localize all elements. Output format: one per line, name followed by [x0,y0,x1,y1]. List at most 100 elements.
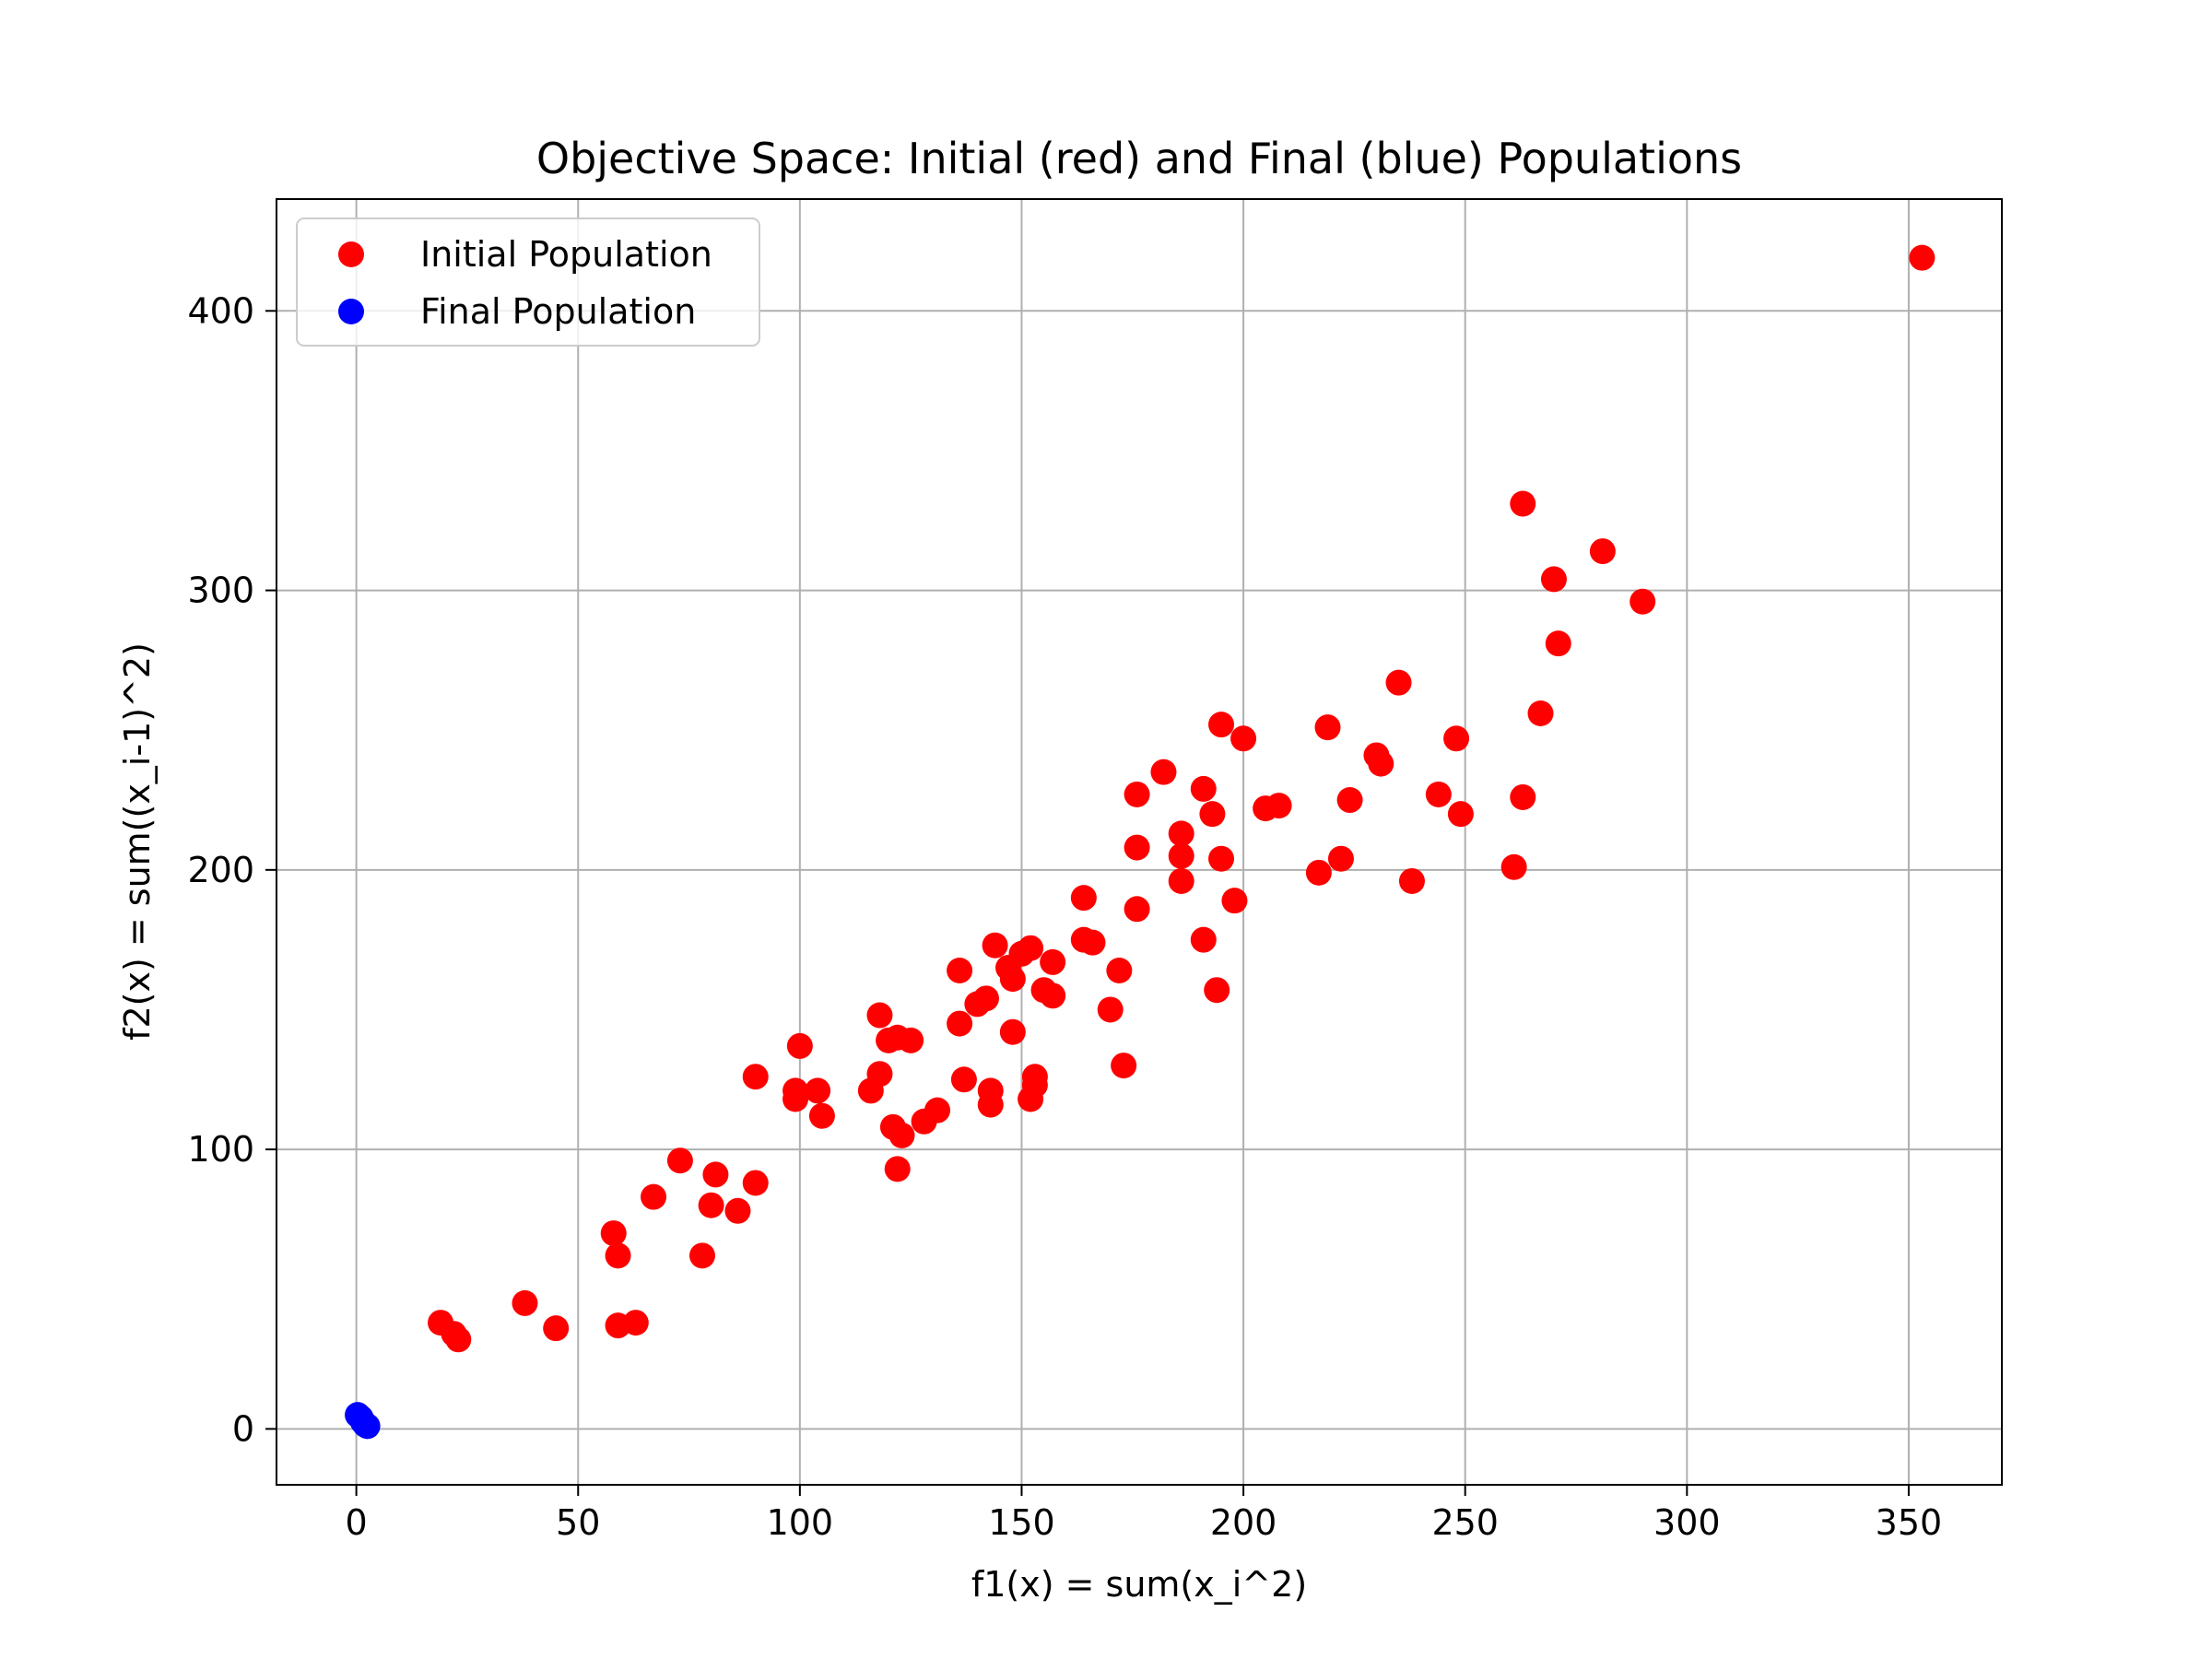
x-tick-label: 300 [1653,1502,1721,1543]
x-tick-label: 50 [556,1502,600,1543]
data-point [1208,712,1235,738]
data-point [1221,888,1248,914]
data-point [782,1086,809,1112]
legend-marker-initial [338,241,364,267]
data-point [1909,244,1936,271]
data-point [1398,867,1425,894]
data-point [911,1108,937,1135]
data-point [1199,801,1226,828]
data-point [1327,845,1354,872]
legend-box [296,218,760,347]
data-point [876,1027,902,1053]
data-point [1124,896,1150,923]
data-point [1070,885,1097,912]
data-point [888,1122,915,1148]
x-tick-label: 150 [988,1502,1055,1543]
legend-label-initial: Initial Population [420,234,712,275]
data-point [702,1161,729,1188]
data-point [1510,490,1536,517]
data-point [1527,700,1554,726]
data-point [1168,842,1194,869]
data-point [1124,834,1150,861]
y-tick-label: 400 [187,290,254,331]
data-point [688,1242,715,1269]
data-point [742,1170,769,1196]
data-point [1385,669,1412,696]
data-point [1168,867,1194,894]
data-point [808,1102,835,1129]
data-point [622,1310,649,1336]
axis-ticks: 0 50 100 150 200 250 300 350 0 100 200 300 400 [187,290,1942,1543]
data-point [786,1032,813,1059]
data-point [1079,929,1106,956]
x-axis-title: f1(x) = sum(x_i^2) [971,1564,1307,1605]
data-point [898,1027,924,1053]
data-point [1630,588,1656,615]
data-point [605,1242,631,1269]
data-point [1097,996,1124,1023]
data-point [600,1220,627,1247]
data-point [1447,801,1474,828]
x-tick-label: 250 [1431,1502,1499,1543]
data-point [866,1002,893,1029]
y-tick-label: 200 [187,850,254,890]
chart-title: Objective Space: Initial (red) and Final… [536,134,1742,183]
data-point [950,1066,977,1093]
legend: Initial Population Final Population [296,218,760,347]
y-tick-label: 300 [187,571,254,611]
data-point [805,1077,831,1104]
data-point [1305,859,1332,886]
data-point [1540,566,1567,593]
data-point [999,1018,1026,1045]
x-tick-label: 200 [1210,1502,1277,1543]
data-point [1336,787,1363,814]
data-point [857,1077,884,1104]
data-point [354,1413,381,1440]
data-point [1510,783,1536,810]
data-point [666,1147,693,1174]
y-tick-label: 0 [232,1408,254,1449]
series-initial-population [428,244,1936,1353]
data-point [1443,725,1470,752]
x-tick-label: 0 [346,1502,368,1543]
data-point [977,1091,1004,1118]
data-point [641,1183,667,1210]
data-point [1040,948,1066,975]
data-point [1500,853,1527,880]
y-axis-title: f2(x) = sum((x_i-1)^2) [117,642,158,1041]
data-point [698,1192,724,1218]
data-point [445,1326,472,1353]
data-point [543,1315,570,1342]
data-point [947,958,973,983]
grid [276,199,2002,1485]
data-point [1106,958,1133,983]
y-tick-label: 100 [187,1129,254,1170]
data-points [345,244,1936,1440]
legend-label-final: Final Population [420,291,696,332]
data-point [1124,781,1150,807]
data-point [1230,725,1257,752]
data-point [1111,1053,1137,1079]
data-point [1190,775,1217,802]
x-tick-label: 100 [767,1502,834,1543]
data-point [1589,538,1616,565]
data-point [1204,977,1230,1004]
data-point [1150,759,1177,785]
legend-marker-final [338,299,364,324]
data-point [1168,820,1194,847]
data-point [512,1289,538,1316]
data-point [947,1010,973,1037]
data-point [742,1064,769,1090]
data-point [1208,845,1235,872]
data-point [1545,630,1571,657]
data-point [1368,750,1394,777]
data-point [1190,926,1217,953]
series-final-population [345,1402,381,1440]
data-point [724,1197,751,1224]
data-point [982,932,1008,959]
plot-area-frame [276,198,2003,1486]
data-point [999,966,1026,993]
x-tick-label: 350 [1876,1502,1943,1543]
